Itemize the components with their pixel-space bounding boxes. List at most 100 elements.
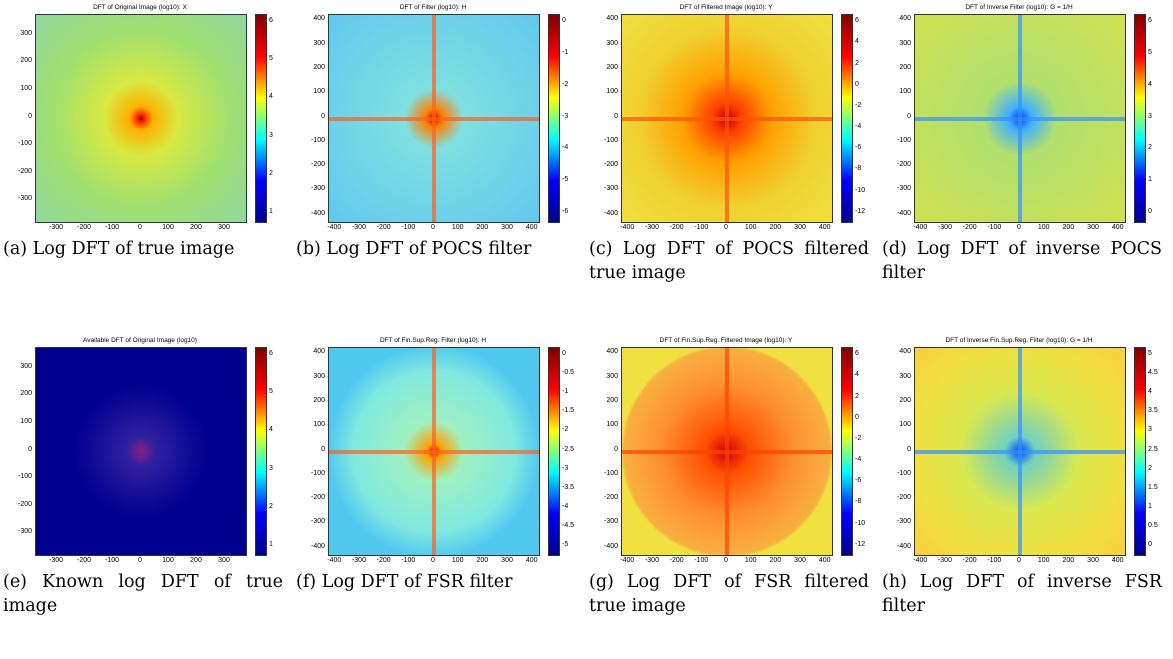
x-tick-label: 0 (724, 224, 728, 231)
colorbar (841, 14, 853, 223)
colorbar-tick-label: 3.5 (1148, 407, 1158, 415)
colorbar-tick-label: 5 (1148, 350, 1152, 358)
colorbar-tick-label: 4 (1148, 388, 1152, 396)
y-tick-label: 300 (606, 372, 618, 380)
x-tick-label: 200 (769, 224, 782, 231)
x-tick-label: 200 (1062, 224, 1075, 231)
heatmap (914, 14, 1126, 223)
heatmap (35, 14, 247, 223)
y-tick-label: -300 (310, 518, 325, 526)
y-tick-label: -300 (603, 518, 618, 526)
x-tick-label: 400 (525, 224, 538, 231)
colorbar-tick-label: -1 (562, 49, 569, 57)
x-tick-label: -400 (327, 224, 342, 231)
colorbar-tick-label: -6 (855, 477, 862, 485)
x-tick-label: 400 (818, 557, 831, 564)
colorbar-tick-label: -6 (855, 144, 862, 152)
y-tick-label: 200 (899, 396, 911, 404)
x-tick-label: -300 (48, 224, 63, 231)
colorbar-tick-label: -4 (562, 144, 569, 152)
heatmap (35, 347, 247, 556)
caption: (f) Log DFT of FSR filter (296, 572, 513, 592)
y-tick-label: 100 (899, 421, 911, 429)
x-tick-label: -300 (351, 557, 366, 564)
y-tick-label: 100 (313, 421, 325, 429)
x-tick-label: -200 (376, 557, 391, 564)
y-tick-label: -100 (17, 473, 32, 481)
x-tick-label: -300 (644, 224, 659, 231)
x-tick-label: -100 (401, 224, 416, 231)
y-tick-label: -200 (17, 167, 32, 175)
colorbar-tick-label: -4 (855, 456, 862, 464)
y-tick-label: 200 (313, 63, 325, 71)
x-tick-label: -300 (644, 557, 659, 564)
x-tick-label: -400 (620, 224, 635, 231)
colorbar-tick-label: 2 (1148, 464, 1152, 472)
x-tick-label: -200 (76, 557, 91, 564)
colorbar-tick-label: -1.5 (562, 407, 575, 415)
colorbar-tick-label: -5 (562, 540, 569, 548)
y-tick-label: -300 (310, 185, 325, 193)
y-tick-label: 0 (614, 112, 618, 120)
x-tick-label: 300 (501, 224, 513, 231)
colorbar-tick-label: 1.5 (1148, 483, 1158, 491)
heatmap (914, 347, 1126, 556)
colorbar-tick-label: 2 (1148, 144, 1152, 152)
y-tick-label: -300 (603, 185, 618, 193)
colorbar-tick-label: -12 (855, 207, 866, 215)
colorbar-tick-label: 2 (269, 502, 273, 510)
x-tick-label: -100 (104, 224, 119, 231)
caption: (e) Known log DFT of true image (3, 572, 283, 616)
colorbar-tick-label: -2.5 (562, 445, 575, 453)
x-tick-label: -200 (76, 224, 91, 231)
x-tick-label: -400 (913, 224, 928, 231)
x-tick-label: -200 (962, 224, 977, 231)
y-tick-label: -100 (310, 136, 325, 144)
panel-title: DFT of Original Image (log10): X (93, 4, 187, 11)
colorbar-tick-label: 2.5 (1148, 445, 1158, 453)
colorbar-tick-label: 0 (562, 350, 566, 358)
colorbar-tick-label: 0 (562, 17, 566, 25)
x-tick-label: 100 (162, 557, 174, 564)
colorbar-tick-label: -0.5 (562, 369, 575, 377)
panel-title: DFT of Inverse Filter (log10): G = 1/H (965, 4, 1073, 11)
y-tick-label: -300 (896, 185, 911, 193)
x-tick-label: -400 (913, 557, 928, 564)
x-tick-label: 300 (218, 224, 230, 231)
y-tick-label: 400 (313, 15, 325, 23)
colorbar-tick-label: -3 (562, 464, 569, 472)
y-tick-label: -400 (896, 542, 911, 550)
colorbar-tick-label: 4 (1148, 80, 1152, 88)
colorbar-tick-label: -8 (855, 498, 862, 506)
x-tick-label: 100 (1037, 224, 1050, 231)
x-tick-label: 400 (525, 557, 538, 564)
colorbar-tick-label: 4 (855, 38, 859, 46)
x-tick-label: 100 (451, 224, 464, 231)
colorbar-tick-label: 2 (269, 169, 273, 177)
x-tick-label: -100 (104, 557, 119, 564)
y-tick-label: 100 (899, 88, 911, 96)
colorbar-tick-label: -2 (562, 426, 569, 434)
x-tick-label: 100 (451, 557, 464, 564)
cross-v (1018, 348, 1022, 555)
x-tick-label: -400 (620, 557, 635, 564)
colorbar-tick-label: -3 (562, 112, 569, 120)
colorbar (548, 347, 560, 556)
colorbar-tick-label: 4.5 (1148, 369, 1158, 377)
cross-v (432, 15, 436, 222)
y-tick-label: -400 (310, 209, 325, 217)
x-tick-label: -100 (401, 557, 416, 564)
x-tick-label: 200 (476, 557, 489, 564)
x-tick-label: 300 (794, 557, 806, 564)
panel-title: DFT of Fin.Sup.Reg. Filtered Image (log1… (659, 337, 793, 344)
y-tick-label: -400 (896, 209, 911, 217)
y-tick-label: -200 (310, 161, 325, 169)
y-tick-label: 100 (606, 421, 618, 429)
y-tick-label: 300 (899, 372, 911, 380)
colorbar-tick-label: 5 (269, 55, 273, 63)
colorbar-tick-label: -1 (562, 388, 569, 396)
x-tick-label: 0 (431, 224, 435, 231)
y-tick-label: 300 (20, 362, 32, 370)
x-tick-label: 0 (138, 557, 142, 564)
x-tick-label: 100 (162, 224, 174, 231)
